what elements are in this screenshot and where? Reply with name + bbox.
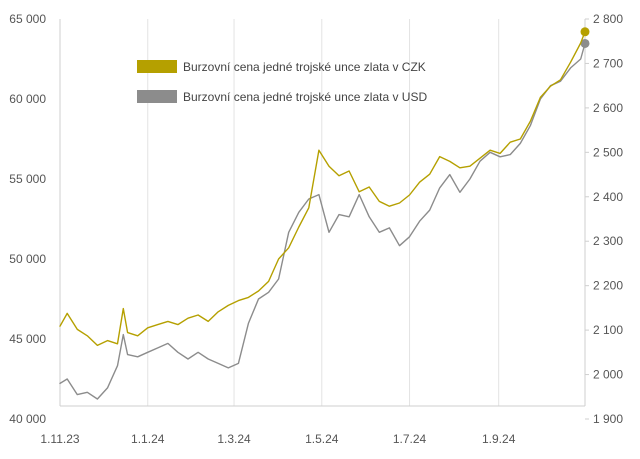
x-tick-label: 1.3.24 xyxy=(217,432,251,446)
series-end-point-czk xyxy=(580,27,590,37)
y-right-tick-label: 2 100 xyxy=(593,323,623,337)
series-line-czk xyxy=(59,31,586,347)
y-left-tick-label: 50 000 xyxy=(9,252,46,266)
series-layer xyxy=(59,27,590,400)
legend-label-czk: Burzovní cena jedné trojské unce zlata v… xyxy=(183,60,426,74)
y-right-tick-label: 2 300 xyxy=(593,234,623,248)
series-line-usd xyxy=(59,42,586,400)
legend-label-usd: Burzovní cena jedné trojské unce zlata v… xyxy=(183,90,427,104)
y-left-tick-label: 45 000 xyxy=(9,332,46,346)
x-tick-label: 1.9.24 xyxy=(482,432,516,446)
legend-swatch-czk xyxy=(137,60,177,73)
series-end-point-usd xyxy=(580,38,590,48)
x-tick-label: 1.5.24 xyxy=(305,432,339,446)
axis-layer: 1.11.23 1.1.24 1.3.24 1.5.24 1.7.24 1.9.24 40 … xyxy=(9,12,623,446)
y-right-tick-label: 2 000 xyxy=(593,368,623,382)
x-tick-label: 1.1.24 xyxy=(131,432,165,446)
y-right-tick-label: 2 800 xyxy=(593,12,623,26)
y-right-tick-label: 2 600 xyxy=(593,101,623,115)
y-right-tick-label: 2 400 xyxy=(593,190,623,204)
y-left-tick-label: 55 000 xyxy=(9,172,46,186)
y-right-tick-label: 2 500 xyxy=(593,145,623,159)
x-tick-label: 1.11.23 xyxy=(40,432,79,446)
legend: Burzovní cena jedné trojské unce zlata v… xyxy=(137,60,427,104)
y-right-tick-label: 1 900 xyxy=(593,412,623,426)
legend-swatch-usd xyxy=(137,90,177,103)
y-left-tick-label: 65 000 xyxy=(9,12,46,26)
x-tick-label: 1.7.24 xyxy=(393,432,427,446)
y-left-tick-label: 40 000 xyxy=(9,412,46,426)
y-left-tick-label: 60 000 xyxy=(9,92,46,106)
y-right-tick-label: 2 700 xyxy=(593,56,623,70)
y-right-tick-label: 2 200 xyxy=(593,279,623,293)
